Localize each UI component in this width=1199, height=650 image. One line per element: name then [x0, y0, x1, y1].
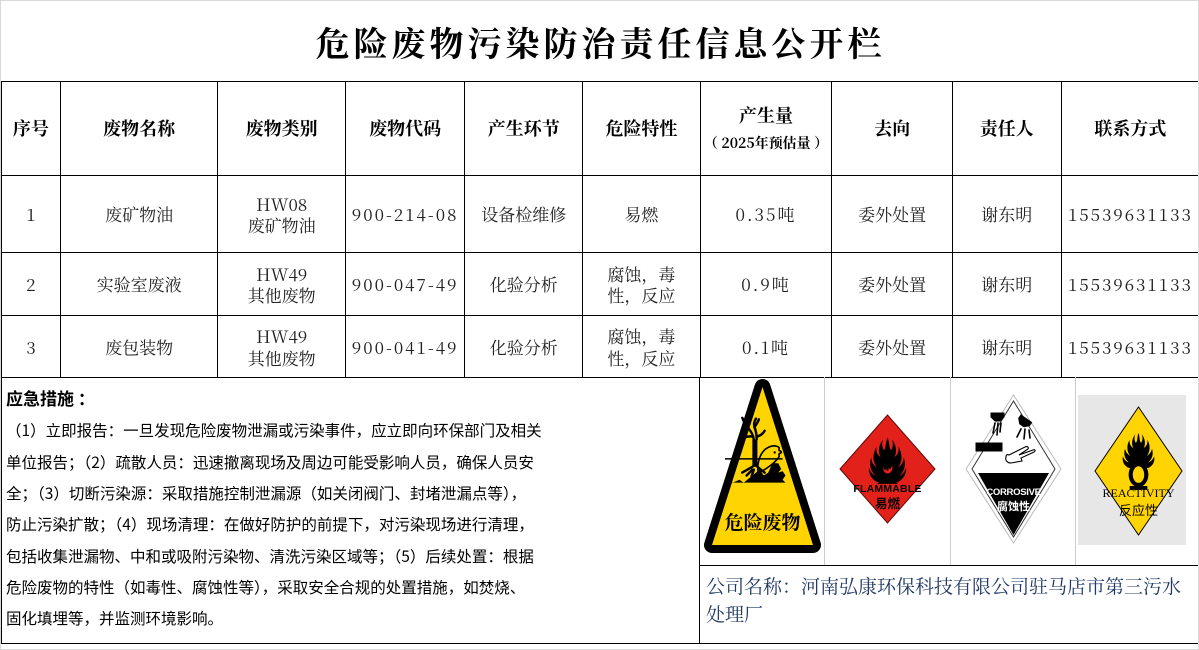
- svg-text:腐蚀性: 腐蚀性: [997, 498, 1030, 514]
- svg-text:易燃: 易燃: [875, 493, 901, 512]
- svg-text:危险废物: 危险废物: [724, 508, 800, 535]
- svg-text:反应性: 反应性: [1119, 500, 1158, 519]
- svg-text:REACTIVITY: REACTIVITY: [1102, 486, 1174, 500]
- svg-text:CORROSIVE: CORROSIVE: [986, 487, 1040, 498]
